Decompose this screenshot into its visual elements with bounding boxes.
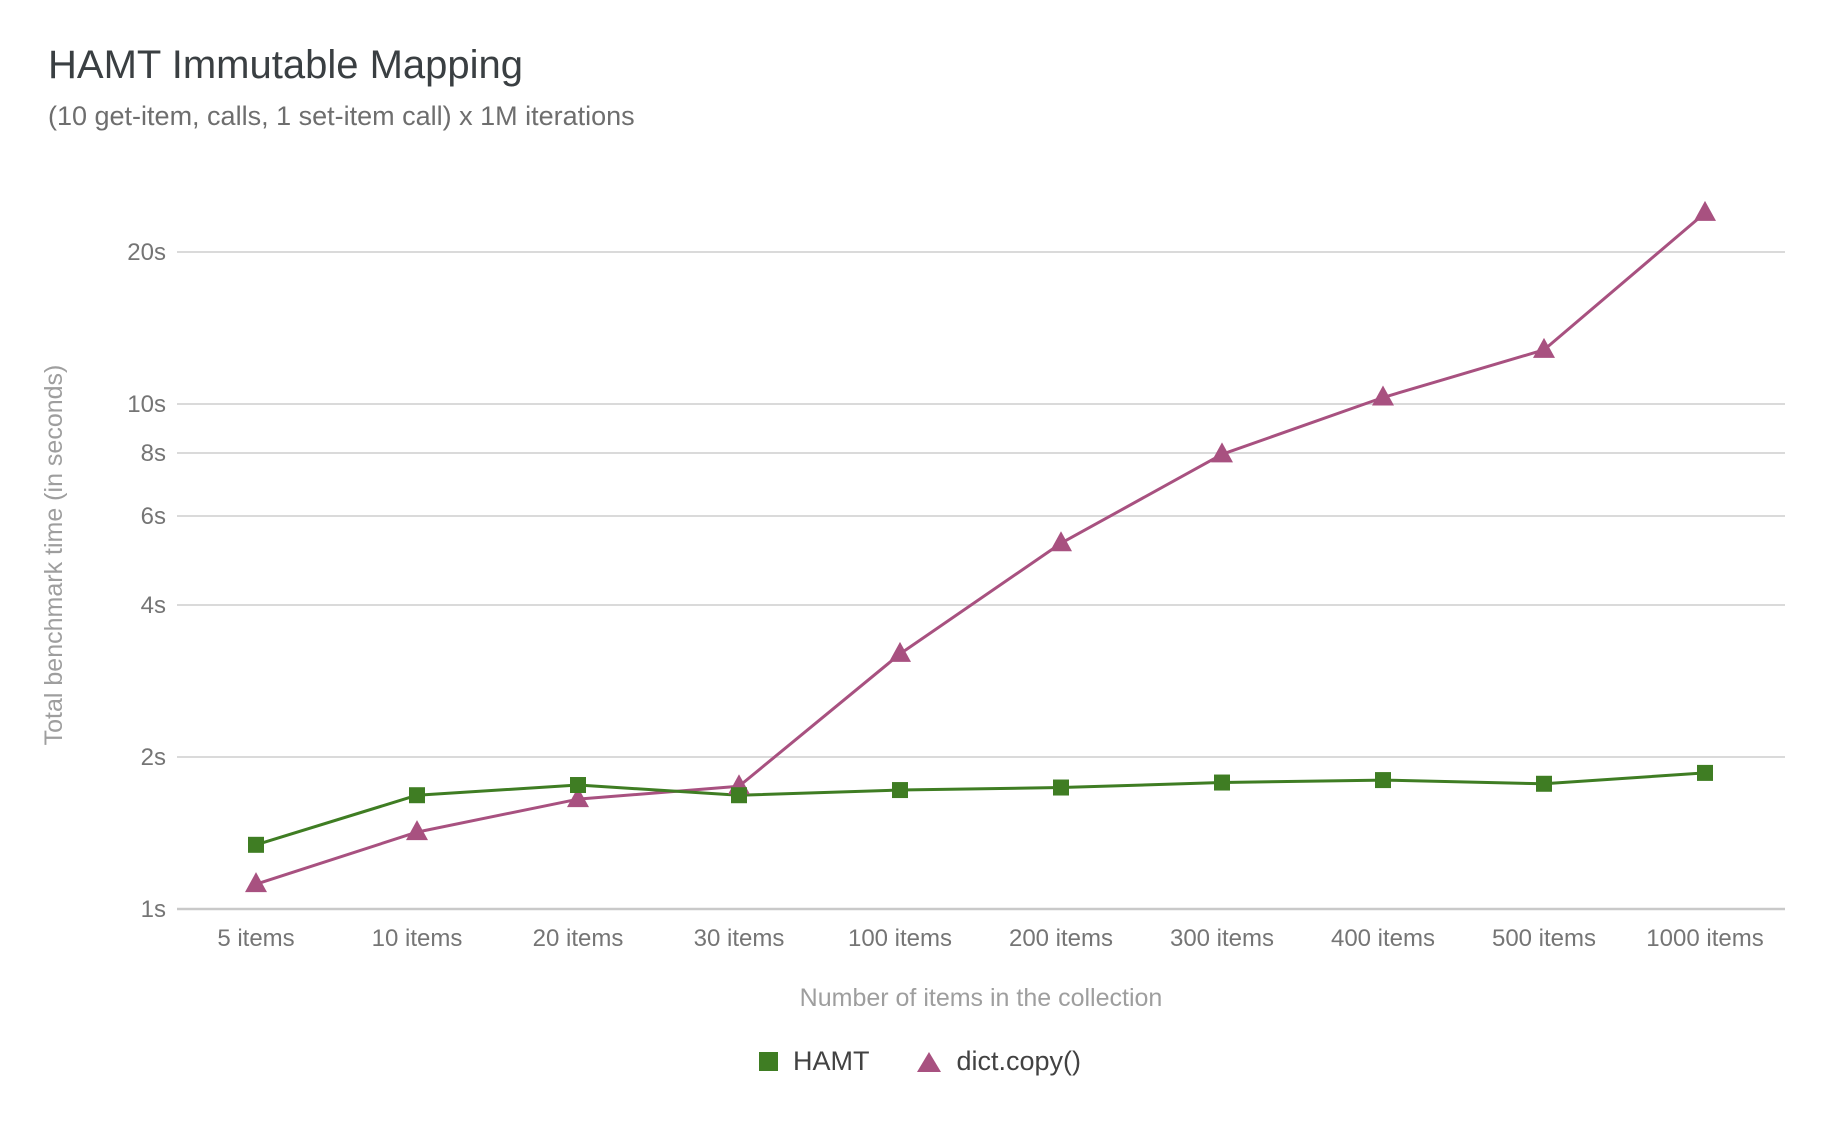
y-tick-label-4s: 4s <box>141 592 166 619</box>
marker-dict-copy--300-items[interactable] <box>1211 442 1233 463</box>
marker-hamt-100-items[interactable] <box>892 782 908 799</box>
legend-item-hamt[interactable]: HAMT <box>758 1046 870 1077</box>
marker-dict-copy--10-items[interactable] <box>406 820 428 841</box>
series-line-hamt <box>255 771 1706 847</box>
y-tick-label-6s: 6s <box>141 503 166 530</box>
marker-hamt-5-items[interactable] <box>248 836 264 853</box>
marker-hamt-30-items[interactable] <box>731 787 747 804</box>
marker-hamt-500-items[interactable] <box>1536 775 1552 792</box>
x-tick-label-500-items: 500 items <box>1492 925 1596 952</box>
marker-hamt-300-items[interactable] <box>1214 774 1230 791</box>
x-tick-label-20-items: 20 items <box>533 925 624 952</box>
legend-item-dict-copy[interactable]: dict.copy() <box>917 1046 1081 1077</box>
x-tick-label-300-items: 300 items <box>1170 925 1274 952</box>
y-tick-label-10s: 10s <box>127 391 166 418</box>
marker-hamt-1000-items[interactable] <box>1697 764 1713 781</box>
x-axis-title: Number of items in the collection <box>800 984 1163 1012</box>
x-tick-label-100-items: 100 items <box>848 925 952 952</box>
x-tick-label-10-items: 10 items <box>372 925 463 952</box>
marker-dict-copy--20-items[interactable] <box>567 787 589 808</box>
marker-dict-copy--100-items[interactable] <box>889 641 911 662</box>
chart-title: HAMT Immutable Mapping <box>48 43 523 87</box>
dict-copy-triangle-marker-icon <box>917 1051 942 1072</box>
marker-dict-copy--200-items[interactable] <box>1050 531 1072 552</box>
marker-dict-copy--1000-items[interactable] <box>1694 200 1716 221</box>
x-tick-label-200-items: 200 items <box>1009 925 1113 952</box>
marker-dict-copy--400-items[interactable] <box>1372 385 1394 406</box>
hamt-square-marker-icon <box>758 1052 778 1071</box>
x-tick-label-5-items: 5 items <box>217 925 294 952</box>
x-tick-label-30-items: 30 items <box>694 925 785 952</box>
y-axis-title: Total benchmark time (in seconds) <box>40 365 68 746</box>
marker-dict-copy--5-items[interactable] <box>245 872 267 893</box>
y-tick-label-2s: 2s <box>141 744 166 771</box>
series-line-dict-copy- <box>255 211 1706 886</box>
marker-dict-copy--500-items[interactable] <box>1533 337 1555 358</box>
y-tick-label-20s: 20s <box>127 239 166 266</box>
legend-label-dict-copy: dict.copy() <box>956 1046 1082 1076</box>
legend: HAMT dict.copy() <box>0 1046 1840 1077</box>
legend-label-hamt: HAMT <box>792 1046 870 1076</box>
marker-hamt-10-items[interactable] <box>409 787 425 804</box>
marker-hamt-20-items[interactable] <box>570 777 586 794</box>
marker-hamt-400-items[interactable] <box>1375 772 1391 789</box>
y-tick-label-8s: 8s <box>141 440 166 467</box>
x-tick-label-400-items: 400 items <box>1331 925 1435 952</box>
marker-hamt-200-items[interactable] <box>1053 779 1069 796</box>
x-tick-label-1000-items: 1000 items <box>1646 925 1763 952</box>
y-tick-label-1s: 1s <box>141 896 166 923</box>
chart-subtitle: (10 get-item, calls, 1 set-item call) x … <box>48 101 635 131</box>
